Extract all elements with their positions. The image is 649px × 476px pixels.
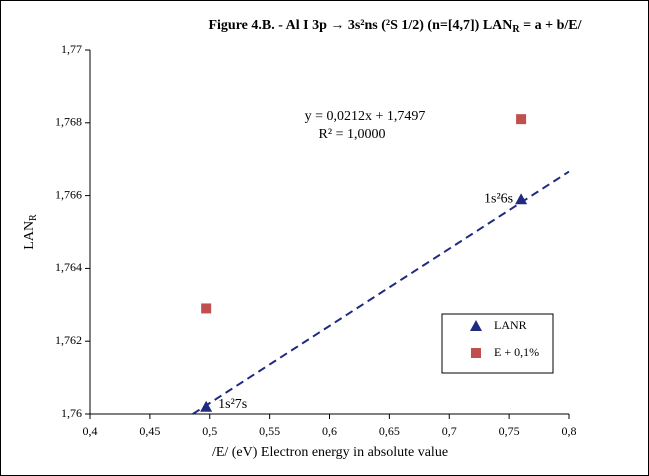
legend-marker [470, 320, 482, 331]
y-tick-label: 1,764 [55, 260, 82, 274]
x-tick-label: 0,6 [322, 424, 337, 438]
x-tick-label: 0,55 [259, 424, 280, 438]
trendline [192, 170, 570, 415]
x-tick-label: 0,5 [202, 424, 217, 438]
x-axis-label: /E/ (eV) Electron energy in absolute val… [212, 445, 448, 460]
x-tick-label: 0,8 [562, 424, 577, 438]
legend-box [441, 313, 554, 374]
y-axis-label: LANR [22, 214, 39, 250]
point [516, 114, 527, 125]
legend-label: E + 0,1% [494, 345, 539, 359]
legend-label: LANR [494, 318, 527, 332]
x-tick-label: 0,45 [139, 424, 160, 438]
point [201, 303, 212, 314]
point-annotation: 1s²7s [218, 397, 247, 412]
chart-title: Figure 4.B. - Al I 3p → 3s²ns (²S 1/2) (… [208, 18, 582, 35]
trendline-equation: y = 0,0212x + 1,7497 [305, 109, 426, 124]
x-tick-label: 0,7 [442, 424, 457, 438]
x-tick-label: 0,4 [83, 424, 98, 438]
y-tick-label: 1,766 [55, 187, 82, 201]
x-tick-label: 0,75 [499, 424, 520, 438]
point-annotation: 1s²6s [484, 191, 513, 206]
y-tick-label: 1,768 [55, 115, 82, 129]
point [515, 193, 528, 205]
x-tick-label: 0,65 [379, 424, 400, 438]
legend-marker [471, 348, 481, 358]
point [200, 400, 213, 412]
y-tick-label: 1,76 [61, 406, 82, 420]
y-tick-label: 1,77 [61, 42, 82, 56]
trendline-r2: R² = 1,0000 [319, 127, 386, 142]
y-tick-label: 1,762 [55, 333, 82, 347]
